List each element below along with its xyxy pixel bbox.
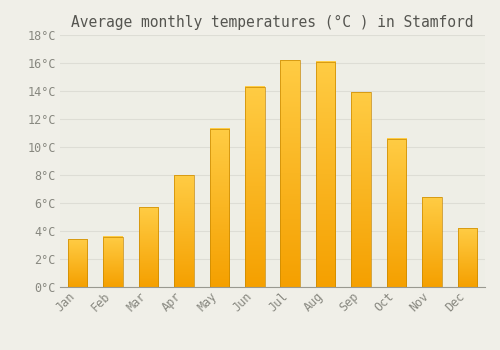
Bar <box>139 207 158 287</box>
Bar <box>386 139 406 287</box>
Bar <box>210 129 229 287</box>
Bar <box>210 129 229 287</box>
Bar <box>458 228 477 287</box>
Bar <box>139 207 158 287</box>
Bar <box>458 228 477 287</box>
Bar <box>280 60 300 287</box>
Bar <box>280 60 300 287</box>
Bar <box>68 239 87 287</box>
Bar <box>386 139 406 287</box>
Title: Average monthly temperatures (°C ) in Stamford: Average monthly temperatures (°C ) in St… <box>72 15 474 30</box>
Bar <box>245 87 264 287</box>
Bar <box>316 62 336 287</box>
Bar <box>422 197 442 287</box>
Bar <box>174 175 194 287</box>
Bar <box>245 87 264 287</box>
Bar <box>352 92 371 287</box>
Bar <box>352 92 371 287</box>
Bar <box>174 175 194 287</box>
Bar <box>104 237 123 287</box>
Bar <box>422 197 442 287</box>
Bar <box>104 237 123 287</box>
Bar <box>316 62 336 287</box>
Bar <box>68 239 87 287</box>
